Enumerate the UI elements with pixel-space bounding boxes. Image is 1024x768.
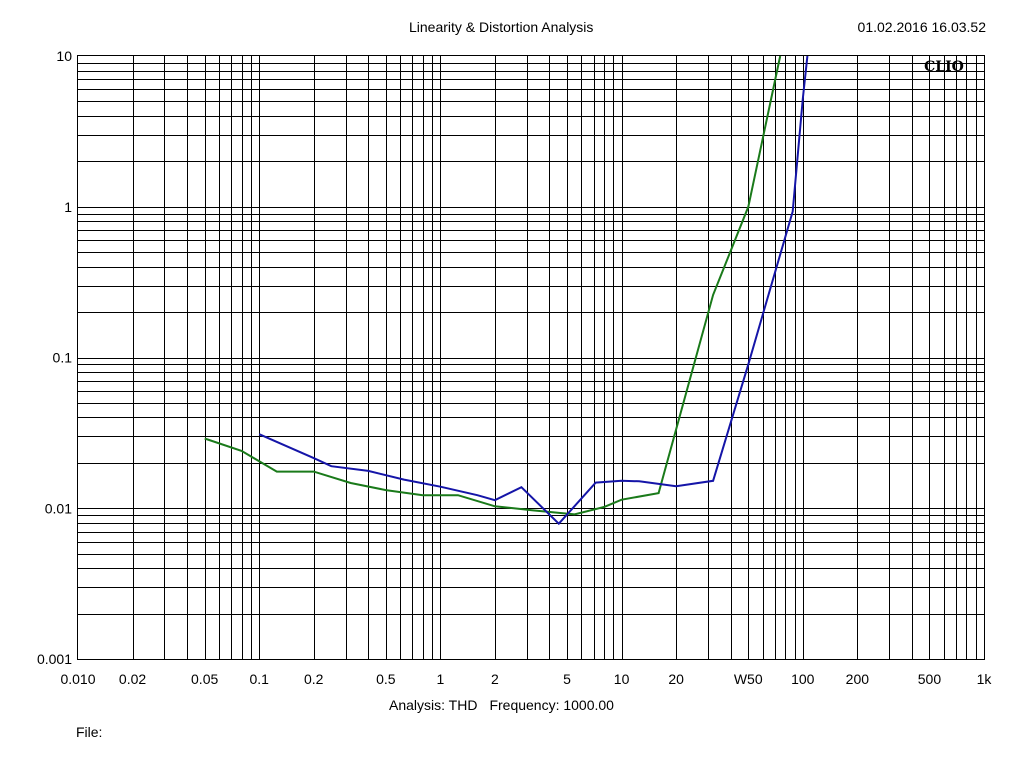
x-tick-label: 0.1 <box>249 671 269 687</box>
series-line-2 <box>258 55 809 526</box>
file-label: File: <box>76 724 103 740</box>
x-tick-label: 0.05 <box>191 671 218 687</box>
x-tick-label: 2 <box>491 671 499 687</box>
timestamp: 01.02.2016 16.03.52 <box>857 19 986 35</box>
y-tick-label: 0.01 <box>45 500 72 516</box>
x-tick-label: 100 <box>791 671 815 687</box>
x-tick-label: 500 <box>918 671 942 687</box>
x-tick-label: W50 <box>734 671 763 687</box>
x-tick-label: 200 <box>846 671 870 687</box>
y-tick-label: 0.001 <box>37 651 72 667</box>
y-axis-ticks: 10 1 0.1 0.01 0.001 <box>37 48 72 667</box>
plot-frame <box>77 55 985 660</box>
x-tick-label: 0.5 <box>376 671 396 687</box>
x-tick-label: 10 <box>614 671 630 687</box>
analysis-label: Analysis: THD <box>389 697 478 713</box>
x-tick-label: 0.2 <box>304 671 324 687</box>
frequency-label: Frequency: 1000.00 <box>489 697 614 713</box>
x-tick-label: 0.02 <box>119 671 146 687</box>
chart-title: Linearity & Distortion Analysis <box>409 19 594 35</box>
y-tick-label: 10 <box>56 48 72 64</box>
x-axis-ticks: 0.010 0.02 0.05 0.1 0.2 0.5 1 2 5 10 20 W50 100 200 50… <box>60 671 992 687</box>
y-tick-label: 1 <box>64 199 72 215</box>
y-tick-label: 0.1 <box>53 350 73 366</box>
x-tick-label: 1k <box>977 671 993 687</box>
x-tick-label: 20 <box>668 671 684 687</box>
brand-label: CLIO <box>924 59 964 75</box>
grid-lines <box>78 56 984 659</box>
x-tick-label: 5 <box>563 671 571 687</box>
x-tick-label: 1 <box>437 671 445 687</box>
x-tick-label: 0.010 <box>60 671 95 687</box>
data-series <box>204 55 809 526</box>
analysis-info: Analysis: THD Frequency: 1000.00 <box>389 697 614 713</box>
series-line-1 <box>204 55 782 516</box>
